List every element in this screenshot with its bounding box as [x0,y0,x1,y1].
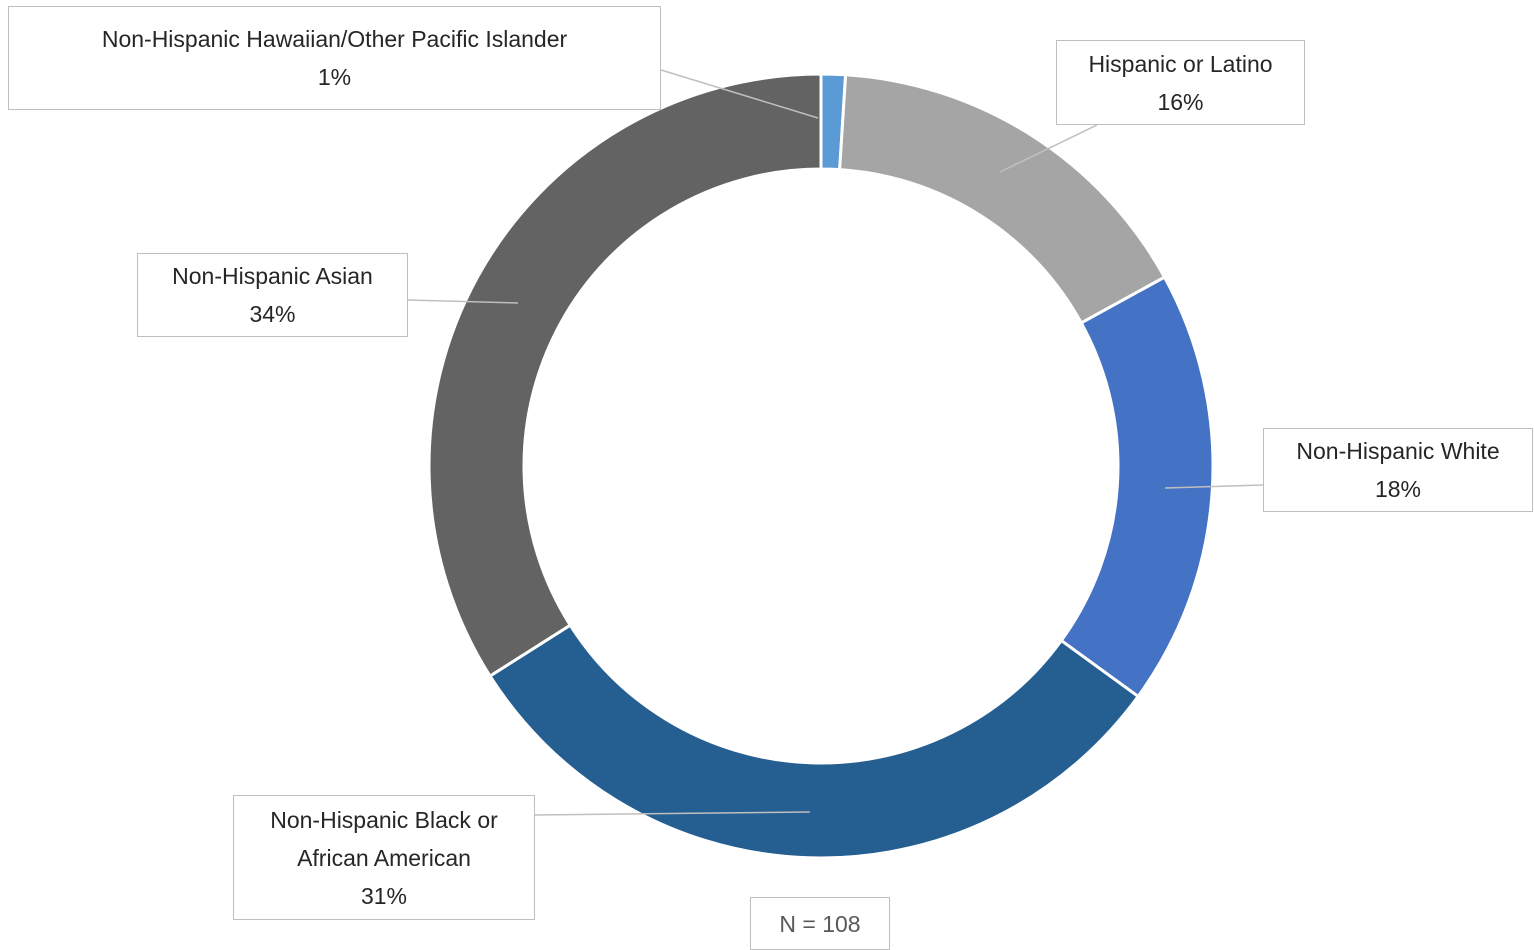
leader-line [534,811,811,816]
data-label: Non-Hispanic White 18% [1263,428,1533,512]
data-label: Non-Hispanic Hawaiian/Other Pacific Isla… [8,6,661,110]
label-name: Non-Hispanic Black or African American [270,806,498,871]
leader-line [660,69,819,119]
label-name: Non-Hispanic Hawaiian/Other Pacific Isla… [101,26,568,52]
donut-segment [427,72,823,679]
label-value: 34% [249,301,296,327]
label-value: 1% [317,64,352,90]
leader-line [1164,484,1264,489]
label-name: Non-Hispanic Asian [172,263,373,289]
leader-line [999,124,1098,173]
label-name: Non-Hispanic White [1296,438,1500,464]
data-label: Hispanic or Latino 16% [1056,40,1305,125]
label-name: Hispanic or Latino [1088,50,1273,77]
donut-segment [487,623,1141,860]
data-label: Non-Hispanic Asian 34% [137,253,408,337]
label-value: 16% [1157,88,1204,115]
label-value: 18% [1374,476,1422,502]
leader-line [407,299,519,304]
annotation: N = 108 [750,897,890,950]
data-label: Non-Hispanic Black or African American 31… [233,795,535,920]
label-value: 31% [360,882,408,909]
